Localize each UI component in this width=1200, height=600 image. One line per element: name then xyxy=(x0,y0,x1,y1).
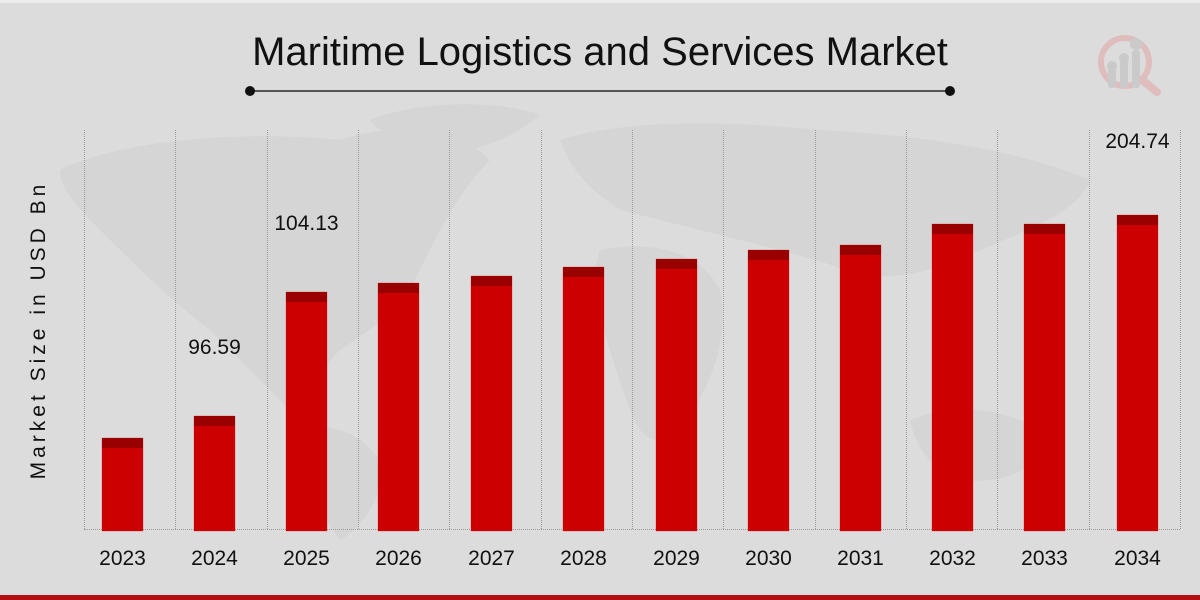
vertical-gridline xyxy=(815,130,816,529)
x-tick-label: 2028 xyxy=(560,547,607,570)
bar-2030 xyxy=(748,250,789,531)
vertical-gridline xyxy=(632,130,633,529)
bar-2028 xyxy=(563,267,604,531)
bar-cap xyxy=(471,276,512,286)
bar-2027 xyxy=(471,276,512,531)
vertical-gridline xyxy=(84,130,85,529)
bar-2034 xyxy=(1117,215,1158,531)
title-underline-left-dot xyxy=(245,86,255,96)
bar-cap xyxy=(840,245,881,255)
bar-2031 xyxy=(840,245,881,531)
x-tick-label: 2033 xyxy=(1021,547,1068,570)
bar-cap xyxy=(932,224,973,234)
vertical-gridline xyxy=(267,130,268,529)
y-axis-label: Market Size in USD Bn xyxy=(27,180,50,480)
x-tick-label: 2026 xyxy=(375,547,422,570)
x-tick-label: 2032 xyxy=(929,547,976,570)
bar-cap xyxy=(1024,224,1065,234)
top-strip xyxy=(0,0,1200,3)
bar-cap xyxy=(378,283,419,293)
bar-2024 xyxy=(194,416,235,531)
plot-area xyxy=(84,130,1181,531)
bar-cap xyxy=(748,250,789,260)
bar-2025 xyxy=(286,292,327,531)
bottom-accent-strip xyxy=(0,595,1200,600)
x-tick-label: 2025 xyxy=(283,547,330,570)
value-label-2025: 104.13 xyxy=(274,212,339,235)
bar-cap xyxy=(563,267,604,277)
vertical-gridline xyxy=(541,130,542,529)
bar-cap xyxy=(286,292,327,302)
x-tick-label: 2024 xyxy=(191,547,238,570)
vertical-gridline xyxy=(1089,130,1090,529)
value-label-2024: 96.59 xyxy=(188,336,241,359)
value-label-2034: 204.74 xyxy=(1105,130,1170,153)
bar-cap xyxy=(1117,215,1158,225)
bar-2033 xyxy=(1024,224,1065,531)
x-axis-baseline xyxy=(84,529,1180,530)
x-tick-label: 2023 xyxy=(99,547,146,570)
magnifier-bar-chart-logo-icon xyxy=(1098,35,1161,96)
vertical-gridline xyxy=(1180,130,1181,529)
bar-cap xyxy=(194,416,235,426)
bar-2032 xyxy=(932,224,973,531)
x-tick-label: 2031 xyxy=(837,547,884,570)
bar-2029 xyxy=(656,259,697,531)
chart-title: Maritime Logistics and Services Market xyxy=(252,30,948,74)
vertical-gridline xyxy=(997,130,998,529)
vertical-gridline xyxy=(358,130,359,529)
bar-2023 xyxy=(102,438,143,531)
bar-cap xyxy=(102,438,143,448)
vertical-gridline xyxy=(449,130,450,529)
vertical-gridline xyxy=(723,130,724,529)
bar-cap xyxy=(656,259,697,269)
vertical-gridline xyxy=(906,130,907,529)
title-underline xyxy=(250,90,950,92)
x-tick-label: 2027 xyxy=(468,547,515,570)
bar-2026 xyxy=(378,283,419,531)
x-tick-label: 2030 xyxy=(745,547,792,570)
vertical-gridline xyxy=(175,130,176,529)
x-tick-label: 2029 xyxy=(653,547,700,570)
x-tick-label: 2034 xyxy=(1114,547,1161,570)
title-underline-right-dot xyxy=(945,86,955,96)
